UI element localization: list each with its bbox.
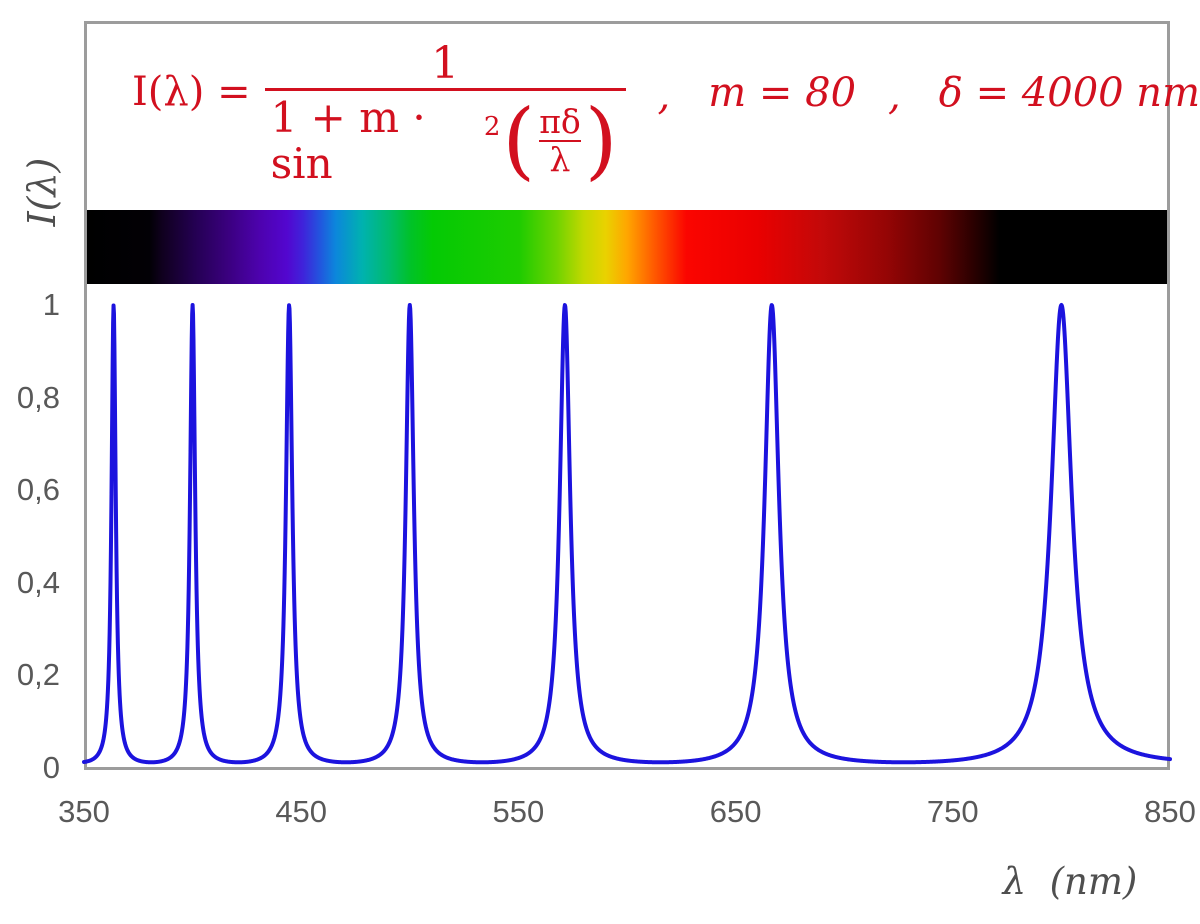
y-axis-title: I(λ) — [20, 157, 64, 227]
y-tick-label-0_4: 0,4 — [16, 564, 60, 600]
x-tick-label-650: 650 — [709, 794, 762, 829]
y-tick-label-1: 1 — [42, 287, 60, 322]
fraction-bar — [264, 88, 626, 91]
y-tick-label-0: 0 — [42, 750, 60, 785]
x-tick-label-850: 850 — [1144, 794, 1196, 829]
fraction-numerator: 1 — [431, 38, 460, 89]
formula-fraction: 1 1 + m · sin 2 ( πδ λ ) — [264, 38, 626, 190]
comma-separator: , — [657, 73, 671, 119]
fraction-denominator: 1 + m · sin 2 ( πδ λ ) — [270, 91, 618, 190]
denominator-text: 1 + m · sin — [270, 93, 426, 188]
y-tick-label-0_6: 0,6 — [16, 472, 60, 508]
x-tick-label-450: 450 — [275, 794, 328, 829]
visible-spectrum-bar — [87, 210, 1167, 284]
close-paren: ) — [584, 91, 618, 190]
comma-separator: , — [888, 73, 901, 119]
inner-numerator: πδ — [539, 101, 581, 141]
inner-fraction: πδ λ — [539, 101, 581, 180]
y-tick-label-0_8: 0,8 — [16, 379, 60, 415]
formula-lhs: I(λ) = — [132, 69, 251, 115]
x-tick-label-350: 350 — [58, 794, 110, 829]
formula: I(λ) = 1 1 + m · sin 2 ( πδ λ ) , m = 80 … — [132, 40, 1200, 187]
x-tick-label-550: 550 — [492, 794, 545, 829]
param-delta: δ = 4000 nm — [938, 70, 1200, 116]
open-paren: ( — [502, 91, 536, 190]
y-tick-label-0_2: 0,2 — [16, 657, 60, 693]
x-axis-title: λ (nm) — [1002, 860, 1138, 903]
inner-denominator: λ — [549, 140, 571, 180]
x-tick-label-750: 750 — [926, 794, 979, 829]
inner-fraction-bar — [539, 139, 581, 143]
param-m: m = 80 — [708, 70, 857, 116]
